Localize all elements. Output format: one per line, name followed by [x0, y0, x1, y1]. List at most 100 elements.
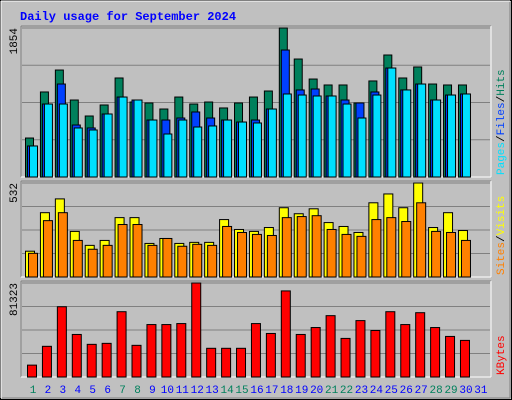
bar [312, 95, 322, 178]
bar [222, 225, 233, 278]
bar [42, 220, 53, 278]
bar [387, 67, 397, 178]
bar [56, 306, 67, 378]
bar [192, 243, 203, 278]
x-tick-label: 11 [176, 385, 190, 397]
bar [177, 245, 188, 278]
bar [295, 333, 306, 378]
bar [102, 244, 113, 278]
bar [131, 344, 142, 378]
x-tick-label: 30 [459, 385, 472, 397]
bar [71, 333, 82, 378]
x-tick-label: 18 [280, 385, 293, 397]
x-tick-label: 16 [250, 385, 263, 397]
y-tick-label: 81323 [9, 283, 21, 316]
bar [58, 103, 68, 178]
bar [251, 233, 262, 278]
bar [27, 364, 37, 378]
bar [178, 119, 188, 178]
bar [445, 335, 456, 378]
bar [147, 244, 158, 278]
bar [282, 93, 292, 178]
bar [252, 122, 262, 178]
bar [73, 127, 83, 178]
bar [117, 224, 128, 278]
bar [386, 217, 397, 278]
x-tick-label: 31 [474, 385, 488, 397]
bar [281, 217, 292, 278]
x-tick-label: 19 [295, 385, 308, 397]
bar [238, 121, 248, 178]
bar [342, 103, 352, 178]
bar [446, 231, 457, 278]
bar [43, 103, 53, 178]
x-tick-label: 3 [60, 385, 67, 397]
x-tick-label: 27 [415, 385, 428, 397]
legend-entry: Visits [496, 196, 508, 236]
bar [88, 129, 98, 178]
bar [267, 108, 277, 178]
legend: Sites/Visits [496, 196, 508, 275]
legend-entry: Pages [496, 142, 508, 175]
x-tick-label: 15 [235, 385, 248, 397]
bar [132, 224, 143, 278]
bar [206, 347, 217, 378]
bar [416, 202, 427, 278]
bar [297, 94, 307, 178]
bar [29, 145, 38, 178]
bar [236, 347, 247, 378]
bar [57, 212, 68, 278]
bar [103, 113, 113, 178]
x-tick-label: 29 [444, 385, 457, 397]
bar [161, 324, 172, 378]
bar [340, 337, 351, 378]
bar [146, 324, 157, 378]
bar [370, 329, 381, 378]
bar [87, 248, 98, 278]
bar [207, 244, 218, 278]
bar [415, 312, 426, 378]
bar [296, 216, 307, 278]
bar [116, 311, 127, 378]
bar [176, 323, 187, 378]
y-tick-label: 1854 [9, 28, 21, 55]
bar [430, 327, 441, 378]
bar [72, 239, 83, 278]
x-tick-label: 24 [370, 385, 384, 397]
bar [311, 215, 322, 278]
bar [223, 119, 233, 178]
x-tick-label: 13 [206, 385, 219, 397]
x-tick-label: 20 [310, 385, 323, 397]
bar [86, 343, 97, 378]
bar [402, 89, 412, 178]
bar [162, 237, 173, 278]
bar [327, 95, 337, 178]
bar [191, 282, 202, 378]
bar [325, 315, 336, 378]
bar [310, 327, 321, 378]
bar [250, 323, 261, 378]
x-tick-label: 4 [74, 385, 81, 397]
y-tick-label: 532 [9, 183, 21, 203]
bar [221, 347, 232, 378]
x-tick-label: 23 [355, 385, 368, 397]
bar [101, 342, 112, 378]
x-tick-label: 5 [89, 385, 96, 397]
x-tick-label: 9 [149, 385, 156, 397]
bar [193, 126, 203, 178]
x-tick-label: 6 [104, 385, 111, 397]
x-tick-label: 8 [134, 385, 141, 397]
bar [133, 99, 143, 178]
bar [400, 324, 411, 378]
legend-entry: Hits [496, 69, 508, 95]
legend-entry: KBytes [496, 335, 508, 375]
legend: Pages/Files/Hits [496, 69, 508, 175]
x-tick-label: 25 [385, 385, 398, 397]
x-tick-label: 12 [191, 385, 204, 397]
bar [341, 233, 352, 278]
x-tick-label: 10 [161, 385, 174, 397]
x-tick-label: 26 [400, 385, 413, 397]
bar [385, 311, 396, 378]
bar [118, 96, 128, 178]
